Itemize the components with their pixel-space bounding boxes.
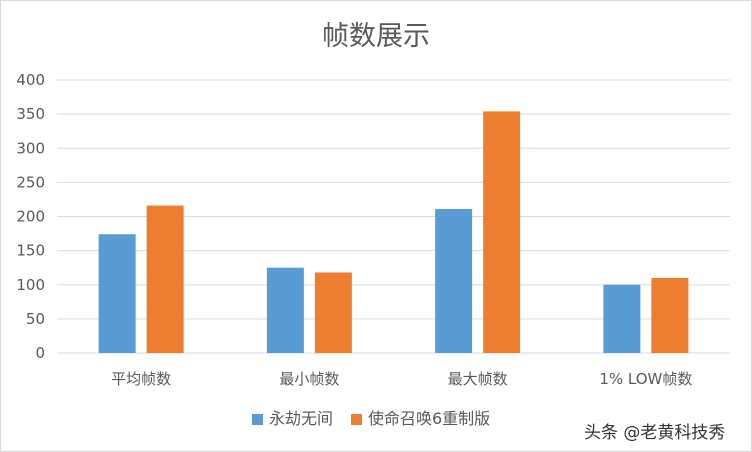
bar [314, 272, 352, 353]
y-tick-label: 250 [16, 173, 45, 191]
bar [435, 208, 473, 353]
legend-swatch [351, 414, 362, 425]
watermark-text: 头条 @老黄科技秀 [584, 423, 726, 443]
bar [146, 205, 184, 353]
bar [603, 284, 641, 353]
y-tick-label: 100 [16, 276, 45, 294]
bar [651, 277, 689, 353]
y-tick-label: 0 [35, 344, 45, 362]
bar [266, 267, 304, 353]
y-tick-label: 200 [16, 208, 45, 226]
x-tick-label: 最小帧数 [279, 370, 339, 388]
chart-title: 帧数展示 [322, 21, 430, 52]
y-tick-label: 300 [16, 139, 45, 157]
legend-label: 使命召唤6重制版 [368, 409, 490, 428]
y-tick-label: 350 [16, 105, 45, 123]
y-tick-label: 400 [16, 71, 45, 89]
y-tick-label: 50 [26, 310, 45, 328]
x-tick-label: 平均帧数 [111, 370, 171, 388]
bar [483, 111, 521, 354]
x-tick-label: 最大帧数 [448, 370, 508, 388]
y-tick-label: 150 [16, 242, 45, 260]
legend-swatch [252, 414, 263, 425]
x-tick-label: 1% LOW帧数 [599, 370, 692, 388]
legend-label: 永劫无间 [269, 409, 333, 428]
bar [98, 234, 136, 353]
